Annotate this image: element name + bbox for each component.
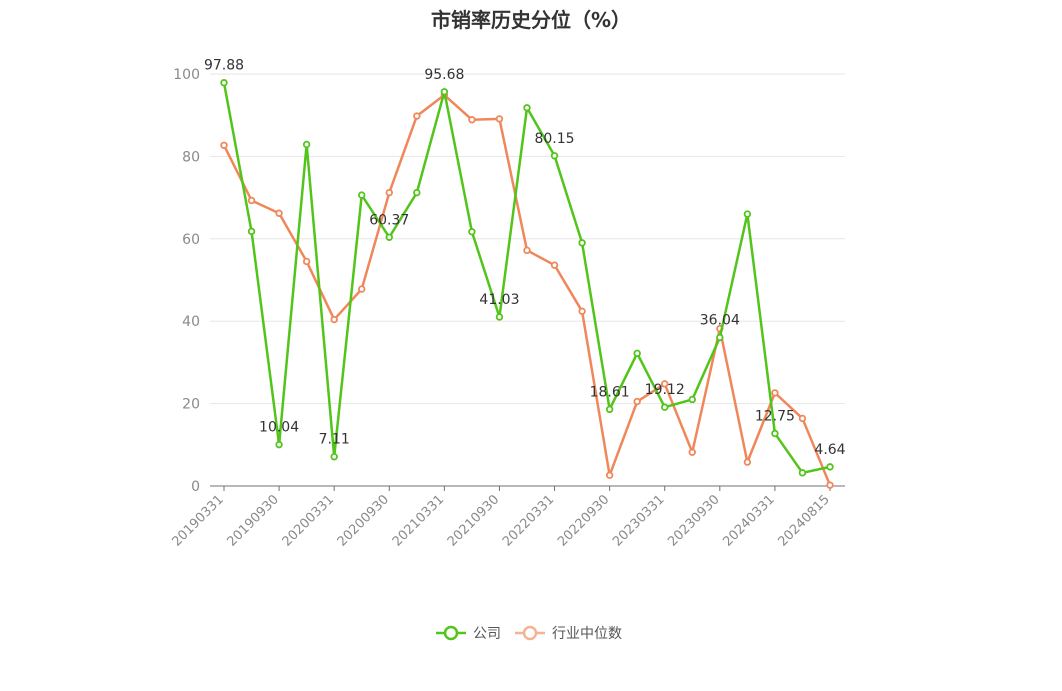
y-tick-label: 0 (191, 479, 200, 495)
data-point (605, 405, 614, 414)
data-point (247, 227, 256, 236)
data-point (385, 233, 393, 241)
x-tick-label: 20200930 (335, 492, 392, 549)
data-label: 4.64 (814, 442, 845, 458)
data-point (798, 469, 807, 477)
data-point (633, 397, 641, 406)
data-point (826, 463, 834, 471)
data-point (302, 257, 311, 266)
data-point (661, 403, 669, 411)
data-label: 19.12 (645, 382, 685, 398)
x-tick-label: 20220930 (555, 492, 612, 549)
data-point (495, 115, 504, 123)
data-point (330, 453, 338, 461)
legend-marker (443, 625, 459, 641)
x-tick-label: 20230331 (610, 492, 667, 549)
data-label: 41.03 (479, 292, 519, 308)
data-point (523, 104, 531, 112)
y-tick-label: 20 (182, 397, 200, 413)
data-point (220, 79, 228, 87)
legend-label: 公司 (473, 626, 501, 642)
data-label: 36.04 (700, 313, 740, 329)
y-tick-label: 80 (182, 149, 200, 165)
data-point (743, 210, 752, 218)
x-tick-label: 20240331 (720, 492, 777, 549)
data-point (247, 196, 256, 205)
data-label: 7.11 (319, 432, 350, 448)
data-point (275, 440, 283, 449)
x-tick-label: 20220331 (500, 492, 557, 549)
data-point (523, 246, 531, 255)
x-tick-label: 20240815 (775, 492, 832, 549)
y-tick-label: 60 (182, 232, 200, 248)
data-label: 10.04 (259, 420, 299, 436)
data-label: 12.75 (755, 408, 795, 424)
data-point (385, 188, 393, 197)
y-tick-label: 100 (173, 67, 200, 83)
chart-title: 市销率历史分位（%） (430, 8, 632, 32)
data-label: 80.15 (534, 131, 574, 147)
x-tick-label: 20200331 (280, 492, 337, 549)
data-point (468, 228, 476, 236)
x-tick-label: 20230930 (665, 492, 722, 549)
legend-label: 行业中位数 (552, 626, 622, 642)
data-point (688, 448, 696, 456)
data-point (578, 307, 586, 316)
data-point (578, 239, 586, 247)
x-tick-label: 20210331 (390, 492, 447, 549)
data-point (771, 429, 779, 438)
data-point (798, 414, 807, 423)
data-point (633, 349, 641, 358)
data-point (495, 313, 504, 321)
data-point (413, 188, 421, 197)
x-tick-label: 20210930 (445, 492, 502, 549)
data-point (275, 209, 283, 217)
data-point (771, 389, 779, 397)
data-point (826, 481, 834, 489)
data-point (550, 261, 559, 269)
data-point (302, 140, 311, 149)
data-point (358, 191, 366, 199)
x-tick-label: 20190930 (225, 492, 282, 549)
data-point (743, 458, 752, 466)
data-point (605, 471, 614, 479)
data-label: 60.37 (369, 212, 409, 228)
data-point (688, 395, 696, 404)
data-label: 97.88 (204, 58, 244, 74)
data-point (220, 141, 228, 149)
data-label: 18.61 (590, 384, 630, 400)
data-point (440, 88, 449, 96)
data-point (716, 333, 724, 342)
data-label: 95.68 (424, 67, 464, 83)
legend-marker (522, 625, 538, 641)
series-line-1 (222, 93, 832, 486)
data-point (330, 315, 338, 324)
data-point (468, 116, 476, 124)
x-tick-label: 20190331 (169, 492, 226, 549)
data-point (358, 285, 366, 293)
data-point (550, 152, 559, 160)
data-point (413, 112, 421, 120)
y-tick-label: 40 (182, 314, 200, 330)
data-point (661, 380, 669, 388)
